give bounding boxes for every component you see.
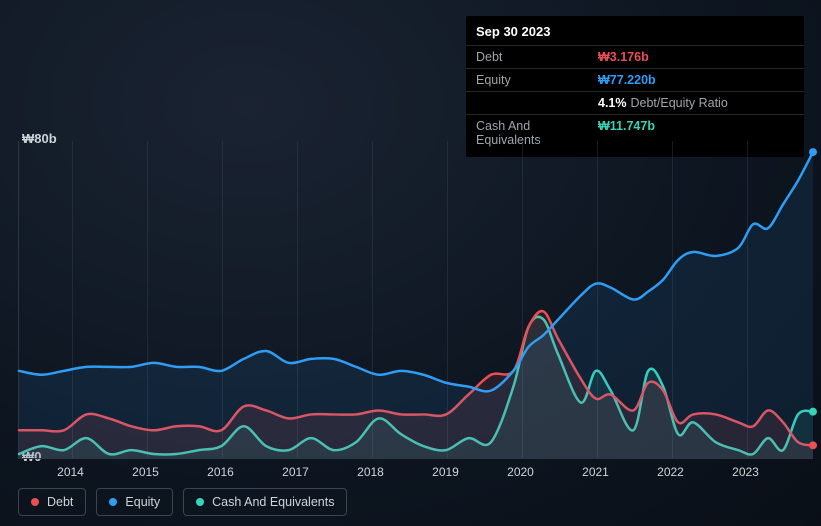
debt-equity-chart: ₩0₩80b 201420152016201720182019202020212…	[18, 125, 813, 520]
tooltip-row-value: ₩3.176b	[598, 50, 649, 64]
legend-label: Debt	[47, 495, 73, 509]
plot-area	[18, 141, 813, 459]
tooltip-date: Sep 30 2023	[466, 22, 804, 45]
end-marker-equity	[809, 148, 817, 156]
tooltip-row-label	[476, 96, 598, 110]
x-axis-label: 2022	[657, 465, 684, 479]
legend: Debt Equity Cash And Equivalents	[18, 488, 347, 516]
legend-dot-icon	[109, 498, 117, 506]
tooltip-row: Debt₩3.176b	[466, 45, 804, 68]
tooltip-row-label: Debt	[476, 50, 598, 64]
x-axis-label: 2016	[207, 465, 234, 479]
legend-item-debt[interactable]: Debt	[18, 488, 86, 516]
x-axis-label: 2018	[357, 465, 384, 479]
tooltip-row: Equity₩77.220b	[466, 68, 804, 91]
x-axis-label: 2023	[732, 465, 759, 479]
tooltip-row-suffix: Debt/Equity Ratio	[631, 96, 728, 110]
tooltip-row-value: 4.1%	[598, 96, 627, 110]
x-axis-label: 2020	[507, 465, 534, 479]
legend-dot-icon	[196, 498, 204, 506]
tooltip-row-label: Equity	[476, 73, 598, 87]
end-marker-debt	[809, 441, 817, 449]
legend-item-equity[interactable]: Equity	[96, 488, 173, 516]
x-axis-label: 2015	[132, 465, 159, 479]
end-marker-cash-and-equivalents	[809, 408, 817, 416]
x-axis-label: 2017	[282, 465, 309, 479]
x-axis-label: 2019	[432, 465, 459, 479]
legend-label: Equity	[125, 495, 160, 509]
tooltip-row: 4.1% Debt/Equity Ratio	[466, 91, 804, 114]
series-fill-equity	[19, 152, 813, 458]
legend-label: Cash And Equivalents	[212, 495, 334, 509]
legend-dot-icon	[31, 498, 39, 506]
x-axis-label: 2014	[57, 465, 84, 479]
tooltip-row-value: ₩77.220b	[598, 73, 656, 87]
legend-item-cash-and-equivalents[interactable]: Cash And Equivalents	[183, 488, 347, 516]
x-axis-label: 2021	[582, 465, 609, 479]
